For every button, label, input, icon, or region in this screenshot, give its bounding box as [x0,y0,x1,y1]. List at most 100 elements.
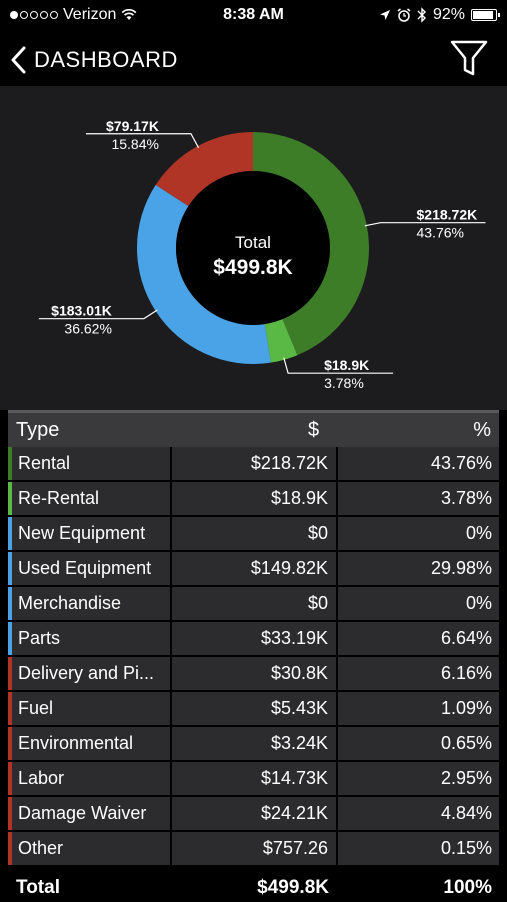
chevron-left-icon [11,46,26,74]
row-percent: 1.09% [338,692,499,725]
row-amount: $5.43K [172,692,336,725]
row-amount: $0 [172,587,336,620]
category-color-bar [8,587,12,620]
donut-slice[interactable] [253,132,370,356]
table-row[interactable]: Rental $218.72K 43.76% [8,447,499,480]
filter-button[interactable] [449,38,489,78]
row-percent: 2.95% [338,762,499,795]
slice-value-label: $218.72K [417,207,478,223]
header-percent: % [473,419,491,441]
slice-leader-line [85,133,200,149]
row-type-cell: Environmental [8,727,170,760]
row-type-cell: Delivery and Pi... [8,657,170,690]
row-type: Other [18,838,64,858]
row-amount: $0 [172,517,336,550]
slice-percent-label: 36.62% [64,321,111,337]
category-color-bar [8,797,12,830]
slice-percent-label: 43.76% [417,225,464,241]
donut-slices [136,132,370,364]
row-type-cell: Fuel [8,692,170,725]
header-amount: $ [308,419,320,441]
table-row[interactable]: Parts $33.19K 6.64% [8,622,499,655]
chart-center-label: Total [235,233,271,252]
row-percent: 4.84% [338,797,499,830]
row-amount: $3.24K [172,727,336,760]
row-percent: 0.65% [338,727,499,760]
row-type-cell: Other [8,832,170,865]
row-type: Fuel [18,698,54,718]
slice-leader-line [364,222,486,227]
category-color-bar [8,517,12,550]
bluetooth-icon [417,7,426,23]
donut-slice[interactable] [264,319,298,363]
category-color-bar [8,832,12,865]
slice-value-label: $183.01K [51,303,112,319]
slice-percent-label: 3.78% [324,375,364,391]
row-type-cell: Parts [8,622,170,655]
table-row[interactable]: Delivery and Pi... $30.8K 6.16% [8,657,499,690]
table-row[interactable]: Labor $14.73K 2.95% [8,762,499,795]
slice-leader-line [283,357,394,374]
chart-area: Total $499.8K $218.72K 43.76% $18.9K 3.78% $… [0,86,507,410]
row-type: Labor [18,768,65,788]
table-row[interactable]: Environmental $3.24K 0.65% [8,727,499,760]
header-type: Type [16,419,60,441]
donut-hole [176,171,330,325]
row-amount: $14.73K [172,762,336,795]
row-percent: 3.78% [338,482,499,515]
slice-value-label: $18.9K [324,357,369,373]
category-color-bar [8,622,12,655]
status-icons: 92% [379,6,500,24]
breakdown-table: Type $ % Rental $218.72K 43.76% Re-Rental $1… [8,410,499,900]
row-type-cell: Damage Waiver [8,797,170,830]
table-row[interactable]: Merchandise $0 0% [8,587,499,620]
back-button[interactable]: DASHBOARD [10,40,178,80]
status-bar: Verizon 8:38 AM 92% [0,0,507,32]
row-percent: 6.64% [338,622,499,655]
category-color-bar [8,482,12,515]
signal-strength-icon [10,11,58,19]
table-row[interactable]: Re-Rental $18.9K 3.78% [8,482,499,515]
row-percent: 0% [338,587,499,620]
row-amount: $218.72K [172,447,336,480]
battery-icon [471,9,500,21]
row-amount: $24.21K [172,797,336,830]
table-row[interactable]: Fuel $5.43K 1.09% [8,692,499,725]
chart-center-value: $499.8K [213,256,292,279]
row-type-cell: Re-Rental [8,482,170,515]
table-row[interactable]: Other $757.26 0.15% [8,832,499,865]
row-amount: $18.9K [172,482,336,515]
donut-chart: Total $499.8K $218.72K43.76%$18.9K3.78%$… [38,118,486,391]
table-total-row: Total $499.8K 100% [8,869,499,902]
row-type: Delivery and Pi... [18,663,155,683]
table-row[interactable]: Used Equipment $149.82K 29.98% [8,552,499,585]
row-type-cell: New Equipment [8,517,170,550]
category-color-bar [8,762,12,795]
slice-labels: $218.72K 43.76% $18.9K 3.78% $183.01K 36.62% $… [38,118,486,391]
total-amount: $499.8K [257,877,329,898]
row-type-cell: Used Equipment [8,552,170,585]
row-type: New Equipment [18,523,146,543]
alarm-icon [397,8,411,22]
total-label: Total [16,877,60,898]
donut-slice[interactable] [136,184,271,364]
slice-percent-label: 15.84% [111,136,158,152]
table-row[interactable]: New Equipment $0 0% [8,517,499,550]
slice-value-label: $79.17K [106,118,159,134]
row-type-cell: Merchandise [8,587,170,620]
row-type-cell: Rental [8,447,170,480]
category-color-bar [8,447,12,480]
row-amount: $30.8K [172,657,336,690]
slice-leader-line [38,309,158,320]
row-percent: 0.15% [338,832,499,865]
nav-bar: DASHBOARD [0,32,507,86]
table-row[interactable]: Damage Waiver $24.21K 4.84% [8,797,499,830]
total-percent: 100% [443,877,492,898]
carrier-name: Verizon [63,6,117,23]
row-amount: $757.26 [172,832,336,865]
donut-slice[interactable] [155,132,253,207]
row-type: Used Equipment [18,558,152,578]
row-type: Damage Waiver [18,803,147,823]
category-color-bar [8,692,12,725]
status-time: 8:38 AM [223,6,284,23]
